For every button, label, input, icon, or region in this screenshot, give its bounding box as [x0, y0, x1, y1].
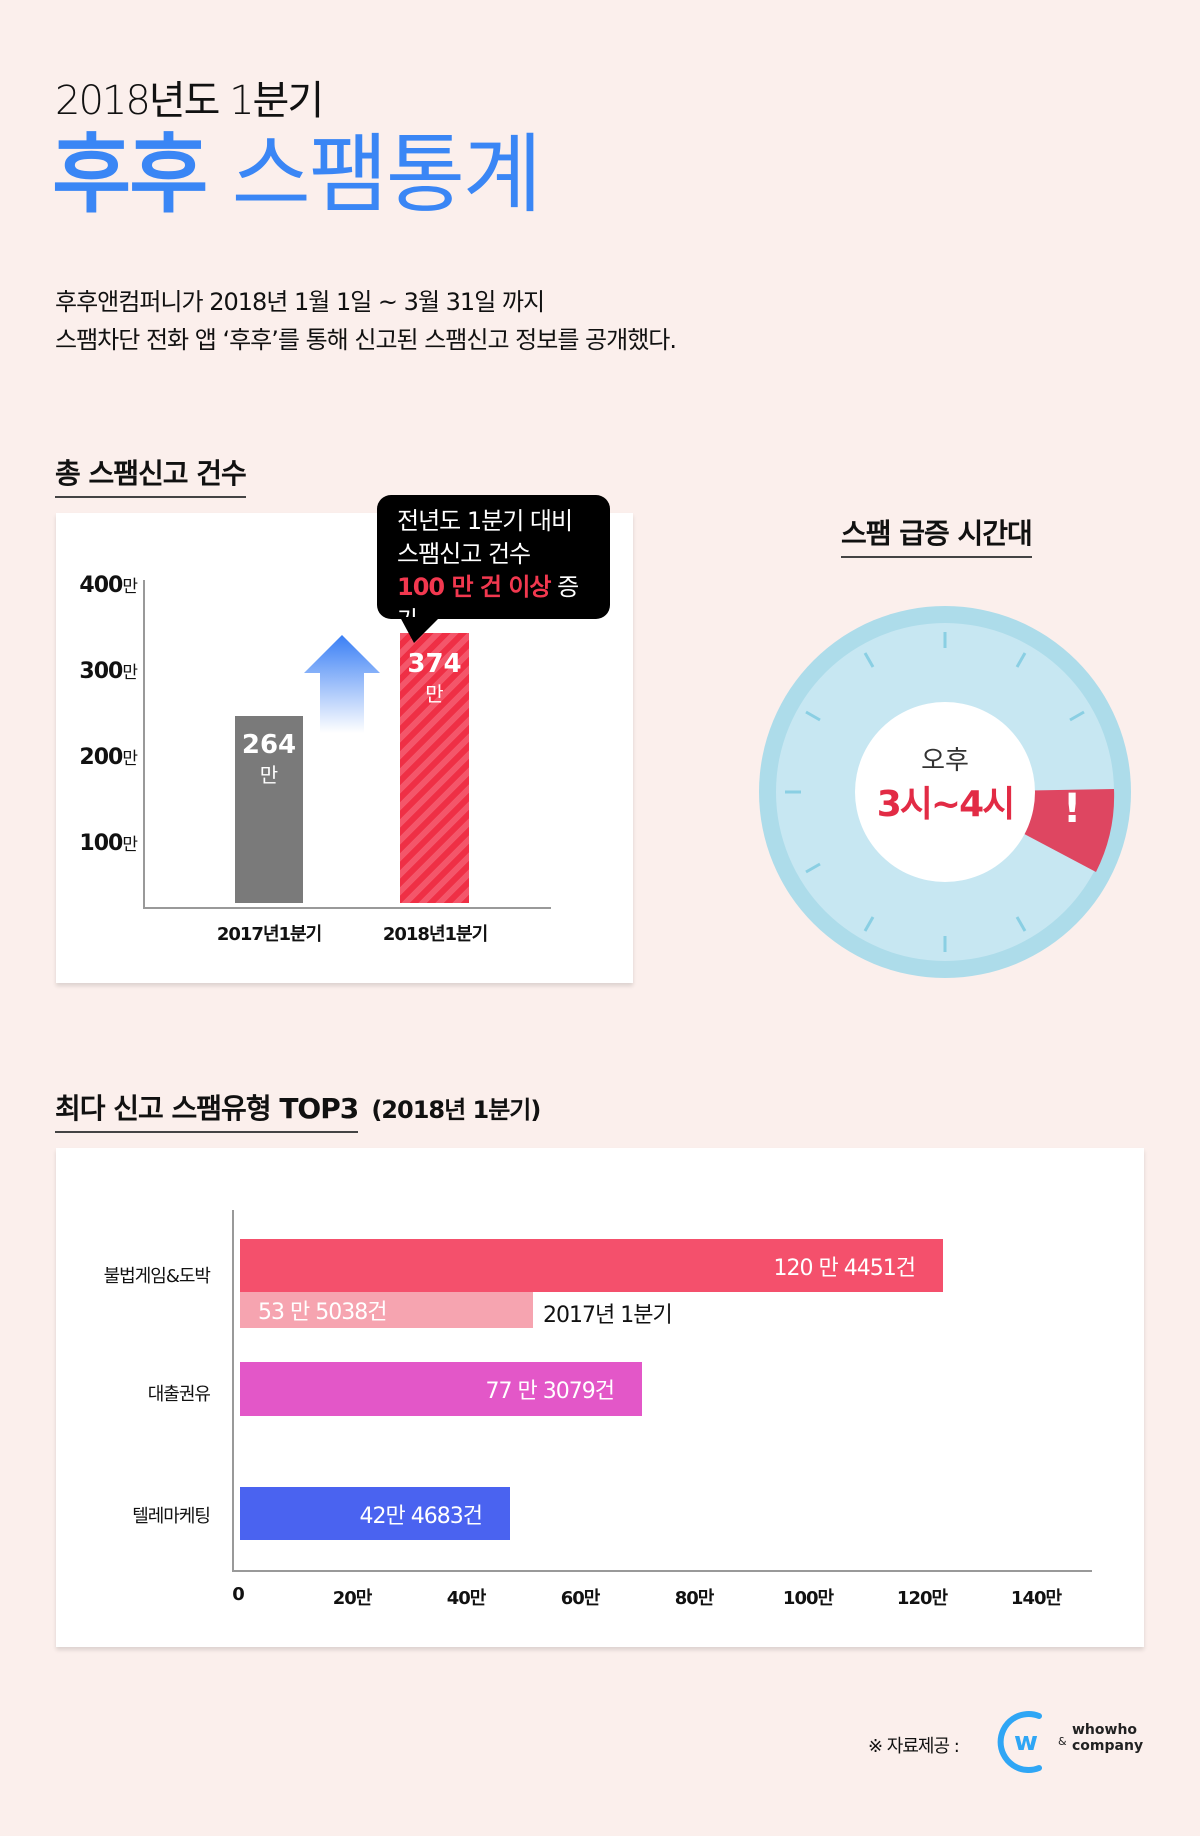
bar-gambling-2018: 120 만 4451건 — [240, 1239, 943, 1292]
bar-loan: 77 만 3079건 — [240, 1362, 642, 1416]
title-rest: 스팸통계 — [231, 125, 542, 225]
x-category-2018: 2018년1분기 — [382, 924, 488, 945]
x-category-2017: 2017년1분기 — [216, 924, 322, 945]
clock-chart — [759, 606, 1131, 978]
callout-line-1: 전년도 1분기 대비 — [397, 507, 573, 535]
title-brand: 후후 — [52, 125, 208, 225]
x-tick-120: 120만 — [896, 1588, 948, 1609]
bar-2018-unit: 만 — [425, 682, 444, 706]
page-subtitle: 2018년도 1분기 — [55, 78, 324, 124]
time-section-heading: 스팸 급증 시간대 — [841, 512, 1033, 558]
y-tick-400: 400만 — [79, 573, 138, 598]
svg-text:w: w — [1014, 1727, 1038, 1757]
time-range: 3시~4시 — [876, 784, 1016, 825]
bar-2018-value: 374 — [407, 649, 462, 679]
increase-callout: 전년도 1분기 대비 스팸신고 건수 100 만 건 이상 증가 — [377, 495, 610, 634]
top3-section-heading: 최다 신고 스팸유형 TOP3 — [55, 1087, 359, 1133]
bar-2018: 374 만 — [400, 633, 469, 903]
bar-telemarketing: 42만 4683건 — [240, 1487, 510, 1540]
total-section-heading: 총 스팸신고 건수 — [55, 452, 247, 498]
bar-gambling-2017: 53 만 5038건 — [240, 1292, 533, 1328]
bar-telemarketing-label: 42만 4683건 — [359, 1503, 483, 1529]
bar-2017-unit: 만 — [259, 763, 279, 787]
x-tick-100: 100만 — [782, 1588, 834, 1609]
logo-ampersand: & — [1058, 1735, 1067, 1748]
top3-heading-note: (2018년 1분기) — [371, 1096, 541, 1124]
x-tick-80: 80만 — [674, 1588, 715, 1609]
top3-y-axis — [232, 1210, 234, 1572]
category-loan: 대출권유 — [147, 1384, 211, 1405]
top3-heading-wrap: 최다 신고 스팸유형 TOP3 (2018년 1분기) — [55, 1087, 541, 1133]
bar-loan-label: 77 만 3079건 — [485, 1379, 615, 1404]
bar-gambling-2018-label: 120 만 4451건 — [773, 1255, 916, 1281]
x-axis-line — [143, 907, 551, 909]
x-tick-60: 60만 — [560, 1588, 601, 1609]
bar-2017-value: 264 — [241, 730, 297, 760]
whowho-logo-text: whowho company — [1072, 1722, 1144, 1754]
intro-line-2: 스팸차단 전화 앱 ‘후후’를 통해 신고된 스팸신고 정보를 공개했다. — [55, 326, 677, 354]
alert-icon: ! — [1063, 786, 1082, 832]
time-period: 오후 — [921, 746, 969, 776]
y-axis-line — [143, 580, 145, 909]
bar-gambling-2017-label: 53 만 5038건 — [258, 1300, 387, 1325]
intro-line-1: 후후앤컴퍼니가 2018년 1월 1일 ~ 3월 31일 까지 — [55, 288, 545, 316]
category-telemarketing: 텔레마케팅 — [132, 1506, 211, 1527]
data-credit: ※ 자료제공 : — [868, 1736, 960, 1757]
whowho-logo-mark-icon: w — [997, 1711, 1042, 1773]
increase-arrow-icon — [304, 635, 380, 733]
y-tick-300: 300만 — [79, 659, 138, 684]
x-tick-40: 40만 — [446, 1588, 487, 1609]
top3-x-axis — [232, 1570, 1092, 1572]
y-tick-200: 200만 — [79, 745, 138, 770]
legend-2017: 2017년 1분기 — [543, 1303, 673, 1328]
y-tick-100: 100만 — [79, 831, 138, 856]
bar-2017: 264 만 — [235, 716, 303, 903]
intro-text: 후후앤컴퍼니가 2018년 1월 1일 ~ 3월 31일 까지 스팸차단 전화 … — [55, 283, 677, 359]
callout-line-2: 스팸신고 건수 — [397, 540, 531, 568]
callout-tail — [400, 617, 440, 643]
callout-highlight: 100 만 건 이상 — [397, 573, 551, 601]
x-tick-140: 140만 — [1010, 1588, 1062, 1609]
page-title: 후후 스팸통계 — [52, 125, 542, 225]
category-gambling: 불법게임&도박 — [103, 1266, 211, 1287]
x-tick-20: 20만 — [332, 1588, 373, 1609]
x-tick-0: 0 — [232, 1584, 245, 1605]
